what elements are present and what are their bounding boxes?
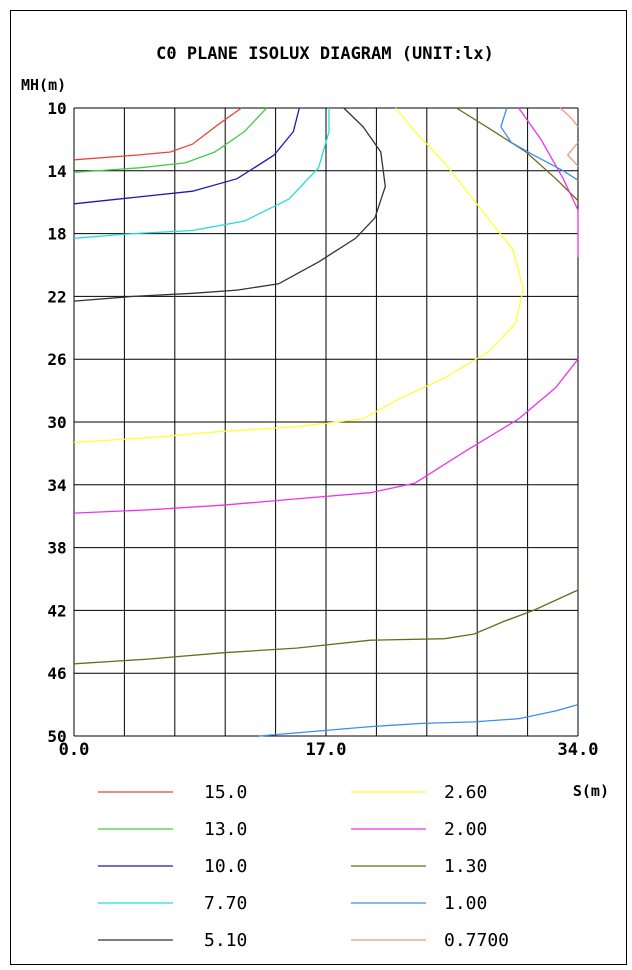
isolux-curve-5.10 <box>73 107 386 302</box>
isolux-curve-1.00 <box>500 107 579 181</box>
legend-label-2.60: 2.60 <box>444 782 487 803</box>
y-axis-label: MH(m) <box>21 76 66 94</box>
y-tick-label: 30 <box>47 413 66 432</box>
legend-label-10.0: 10.0 <box>204 856 247 877</box>
y-tick-label: 18 <box>47 225 66 244</box>
x-tick-label: 0.0 <box>59 740 90 760</box>
isolux-curve-7.70 <box>73 108 330 239</box>
x-tick-label: 34.0 <box>558 740 599 760</box>
y-tick-label: 50 <box>47 727 66 746</box>
y-tick-label: 14 <box>47 162 66 181</box>
isolux-curve-2.00 <box>73 358 579 514</box>
y-tick-label: 22 <box>47 287 66 306</box>
isolux-chart: C0 PLANE ISOLUX DIAGRAM (UNIT:lx) MH(m) … <box>21 44 609 951</box>
isolux-curve-2.60 <box>73 107 524 444</box>
isolux-curve-15.0 <box>73 107 242 161</box>
y-tick-label: 42 <box>47 601 66 620</box>
isolux-curve-1.00 <box>259 703 579 737</box>
legend-label-0.7700: 0.7700 <box>444 930 509 951</box>
legend-label-15.0: 15.0 <box>204 782 247 803</box>
x-tick-label: 17.0 <box>306 740 347 760</box>
legend-label-13.0: 13.0 <box>204 819 247 840</box>
isolux-curve-0.7700 <box>559 107 579 128</box>
legend-label-1.30: 1.30 <box>444 856 487 877</box>
legend-label-5.10: 5.10 <box>204 930 247 951</box>
x-axis-label: S(m) <box>573 782 609 800</box>
isolux-curve-0.7700 <box>566 142 579 167</box>
legend: 15.0 13.0 10.0 7.70 5.10 2.60 2.00 1.30 1.00 0.77… <box>98 782 509 951</box>
isolux-curve-10.0 <box>73 107 300 205</box>
y-tick-label: 34 <box>47 476 66 495</box>
isolux-curve-13.0 <box>73 107 268 174</box>
isolux-curve-2.00 <box>518 107 579 258</box>
y-tick-label: 38 <box>47 539 66 558</box>
chart-title: C0 PLANE ISOLUX DIAGRAM (UNIT:lx) <box>156 44 494 64</box>
isolux-curves <box>73 107 579 737</box>
axis-ticks: 10 14 18 22 26 30 34 38 42 46 500.0 17.0 34.0 <box>47 99 598 760</box>
chart-frame: C0 PLANE ISOLUX DIAGRAM (UNIT:lx) MH(m) … <box>10 10 627 965</box>
y-tick-label: 46 <box>47 664 66 683</box>
legend-label-1.00: 1.00 <box>444 893 487 914</box>
y-tick-label: 10 <box>47 99 66 118</box>
isolux-curve-1.30 <box>73 589 579 665</box>
y-tick-label: 26 <box>47 350 66 369</box>
legend-label-2.00: 2.00 <box>444 819 487 840</box>
grid <box>73 107 579 737</box>
legend-label-7.70: 7.70 <box>204 893 247 914</box>
isolux-curve-1.30 <box>456 107 579 202</box>
